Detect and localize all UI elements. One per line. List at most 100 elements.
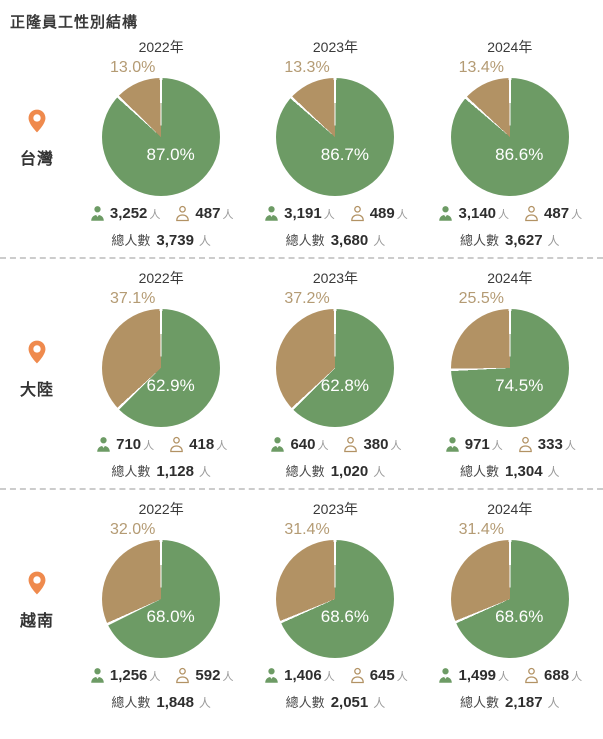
male-person-icon bbox=[271, 437, 285, 452]
male-person-icon bbox=[439, 206, 453, 221]
female-stat: 380 人 bbox=[342, 436, 402, 453]
female-count: 645 bbox=[369, 667, 395, 684]
female-count: 489 bbox=[369, 205, 395, 222]
total-label: 總人數 bbox=[285, 233, 325, 248]
total-label: 總人數 bbox=[111, 233, 151, 248]
location-pin-icon bbox=[28, 571, 46, 594]
male-percentage-label: 86.7% bbox=[320, 144, 370, 164]
female-count: 487 bbox=[195, 205, 221, 222]
male-stat: 1,499 人 bbox=[437, 667, 509, 684]
pie-vietnam-2024: 68.6% bbox=[450, 540, 569, 658]
total-label: 總人數 bbox=[285, 464, 325, 479]
total-label: 總人數 bbox=[459, 464, 499, 479]
female-person-icon bbox=[176, 205, 190, 222]
female-person-icon bbox=[170, 436, 183, 453]
total-count: 1,020 bbox=[330, 463, 369, 480]
person-suffix: 人 bbox=[143, 439, 155, 452]
person-suffix: 人 bbox=[547, 234, 560, 248]
female-person-icon bbox=[518, 436, 532, 453]
person-suffix: 人 bbox=[198, 696, 211, 710]
total-label: 總人數 bbox=[111, 464, 151, 479]
male-count: 3,140 bbox=[458, 205, 497, 222]
page-title: 正隆員工性別結構 bbox=[10, 14, 139, 31]
male-percentage-label: 68.6% bbox=[495, 606, 544, 626]
pie-vietnam-2023: 68.6% bbox=[276, 540, 395, 658]
person-suffix: 人 bbox=[149, 670, 161, 683]
male-percentage-label: 86.6% bbox=[495, 144, 544, 164]
total-label: 總人數 bbox=[285, 695, 325, 710]
region-name: 越南 bbox=[19, 612, 54, 630]
male-person-icon bbox=[445, 437, 459, 452]
total-line: 總人數 1,020 人 bbox=[286, 461, 386, 480]
female-stat: 592 人 bbox=[174, 667, 233, 684]
pie-chart-taiwan-2024: 2024年 13.4% 86.6% 3,140 人 487 人 bbox=[423, 38, 597, 249]
female-stat: 489 人 bbox=[349, 205, 408, 222]
female-count: 688 bbox=[544, 667, 570, 684]
pie-chart-mainland-2023: 2023年 37.2% 62.8% 640 人 380 人 bbox=[248, 269, 422, 480]
person-suffix: 人 bbox=[547, 465, 560, 479]
male-percentage-label: 87.0% bbox=[146, 144, 195, 164]
year-label: 2022年 bbox=[138, 39, 184, 55]
person-suffix: 人 bbox=[571, 208, 583, 221]
female-percentage-label: 13.0% bbox=[110, 59, 156, 76]
total-line: 總人數 3,680 人 bbox=[286, 230, 386, 249]
female-person-icon bbox=[525, 667, 538, 684]
person-suffix: 人 bbox=[198, 234, 211, 248]
pie-mainland-2022: 62.9% bbox=[102, 309, 221, 427]
year-label: 2023年 bbox=[312, 39, 359, 55]
female-stat: 418 人 bbox=[168, 436, 227, 453]
dashed-divider bbox=[0, 488, 603, 490]
female-percentage-label: 31.4% bbox=[458, 521, 504, 538]
male-person-icon bbox=[439, 668, 453, 683]
male-stat: 3,191 人 bbox=[263, 205, 335, 222]
male-stat: 1,256 人 bbox=[89, 667, 161, 684]
person-suffix: 人 bbox=[571, 670, 583, 683]
pie-chart-taiwan-2022: 2022年 13.0% 87.0% 3,252 人 487 人 bbox=[74, 38, 248, 249]
female-percentage-label: 13.4% bbox=[458, 59, 504, 76]
person-suffix: 人 bbox=[317, 439, 329, 452]
female-person-icon bbox=[525, 205, 538, 222]
female-count: 333 bbox=[537, 436, 563, 453]
person-suffix: 人 bbox=[498, 670, 510, 683]
person-suffix: 人 bbox=[547, 696, 560, 710]
female-percentage-label: 31.4% bbox=[284, 521, 330, 538]
person-suffix: 人 bbox=[216, 439, 228, 452]
total-label: 總人數 bbox=[459, 695, 499, 710]
region-row-taiwan: 台灣 2022年 13.0% 87.0% 3,252 人 487 人 bbox=[0, 32, 603, 251]
year-label: 2023年 bbox=[312, 501, 359, 517]
female-percentage-label: 32.0% bbox=[110, 521, 156, 538]
total-label: 總人數 bbox=[111, 695, 151, 710]
region-label-taiwan: 台灣 bbox=[0, 24, 74, 249]
pie-chart-vietnam-2024: 2024年 31.4% 68.6% 1,499 人 688 人 bbox=[423, 500, 597, 711]
pie-taiwan-2022: 87.0% bbox=[102, 78, 221, 196]
total-line: 總人數 2,051 人 bbox=[286, 692, 386, 711]
person-suffix: 人 bbox=[491, 439, 503, 452]
pie-mainland-2023: 62.8% bbox=[276, 309, 395, 427]
location-pin-icon bbox=[28, 340, 46, 363]
male-person-icon bbox=[97, 437, 110, 452]
female-count: 592 bbox=[195, 667, 221, 684]
total-count: 1,304 bbox=[505, 463, 543, 480]
total-count: 2,187 bbox=[505, 694, 543, 711]
total-count: 3,739 bbox=[156, 232, 194, 249]
female-percentage-label: 37.1% bbox=[110, 290, 156, 307]
female-person-icon bbox=[344, 436, 358, 453]
male-count: 640 bbox=[290, 436, 316, 453]
person-suffix: 人 bbox=[396, 670, 408, 683]
person-suffix: 人 bbox=[498, 208, 510, 221]
region-name: 大陸 bbox=[19, 381, 54, 399]
total-count: 1,128 bbox=[156, 463, 194, 480]
male-person-icon bbox=[91, 668, 104, 683]
person-suffix: 人 bbox=[323, 670, 335, 683]
female-person-icon bbox=[350, 667, 364, 684]
year-label: 2024年 bbox=[487, 501, 533, 517]
total-count: 3,680 bbox=[330, 232, 369, 249]
male-stat: 710 人 bbox=[95, 436, 154, 453]
male-stat: 3,140 人 bbox=[437, 205, 509, 222]
pie-taiwan-2024: 86.6% bbox=[450, 78, 569, 196]
pie-chart-vietnam-2022: 2022年 32.0% 68.0% 1,256 人 592 人 bbox=[74, 500, 248, 711]
location-pin-icon bbox=[28, 109, 46, 132]
total-count: 3,627 bbox=[505, 232, 543, 249]
year-label: 2022年 bbox=[138, 501, 184, 517]
region-label-mainland: 大陸 bbox=[0, 255, 74, 480]
